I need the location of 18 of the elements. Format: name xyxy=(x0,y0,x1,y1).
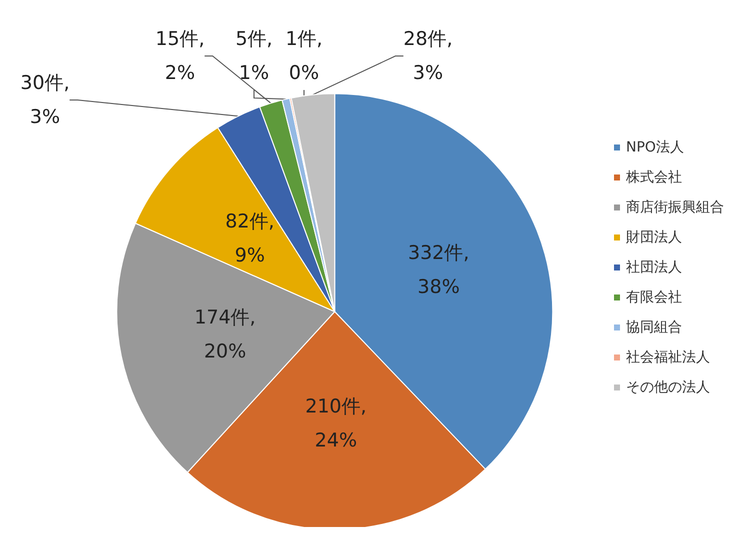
legend-label: NPO法人 xyxy=(626,140,684,156)
data-label: 28件, 3% xyxy=(403,28,453,84)
data-label: 5件, 1% xyxy=(235,28,273,84)
legend-label: 財団法人 xyxy=(626,230,682,246)
legend-label: その他の法人 xyxy=(626,380,710,396)
legend-label: 社会福祉法人 xyxy=(626,350,710,366)
legend-label: 社団法人 xyxy=(626,260,682,276)
legend-label: 協同組合 xyxy=(626,320,682,336)
data-label: 30件, 3% xyxy=(20,72,70,128)
legend-label: 有限会社 xyxy=(626,290,682,306)
legend-label: 商店街振興組合 xyxy=(626,200,724,216)
data-label: 174件, 20% xyxy=(194,306,256,363)
data-label: 1件, 0% xyxy=(285,28,323,84)
data-label: 332件, 38% xyxy=(408,242,470,298)
data-label: 82件, 9% xyxy=(225,210,274,267)
legend-label: 株式会社 xyxy=(625,170,682,186)
data-label: 15件, 2% xyxy=(155,28,205,84)
data-label: 210件, 24% xyxy=(305,396,367,452)
